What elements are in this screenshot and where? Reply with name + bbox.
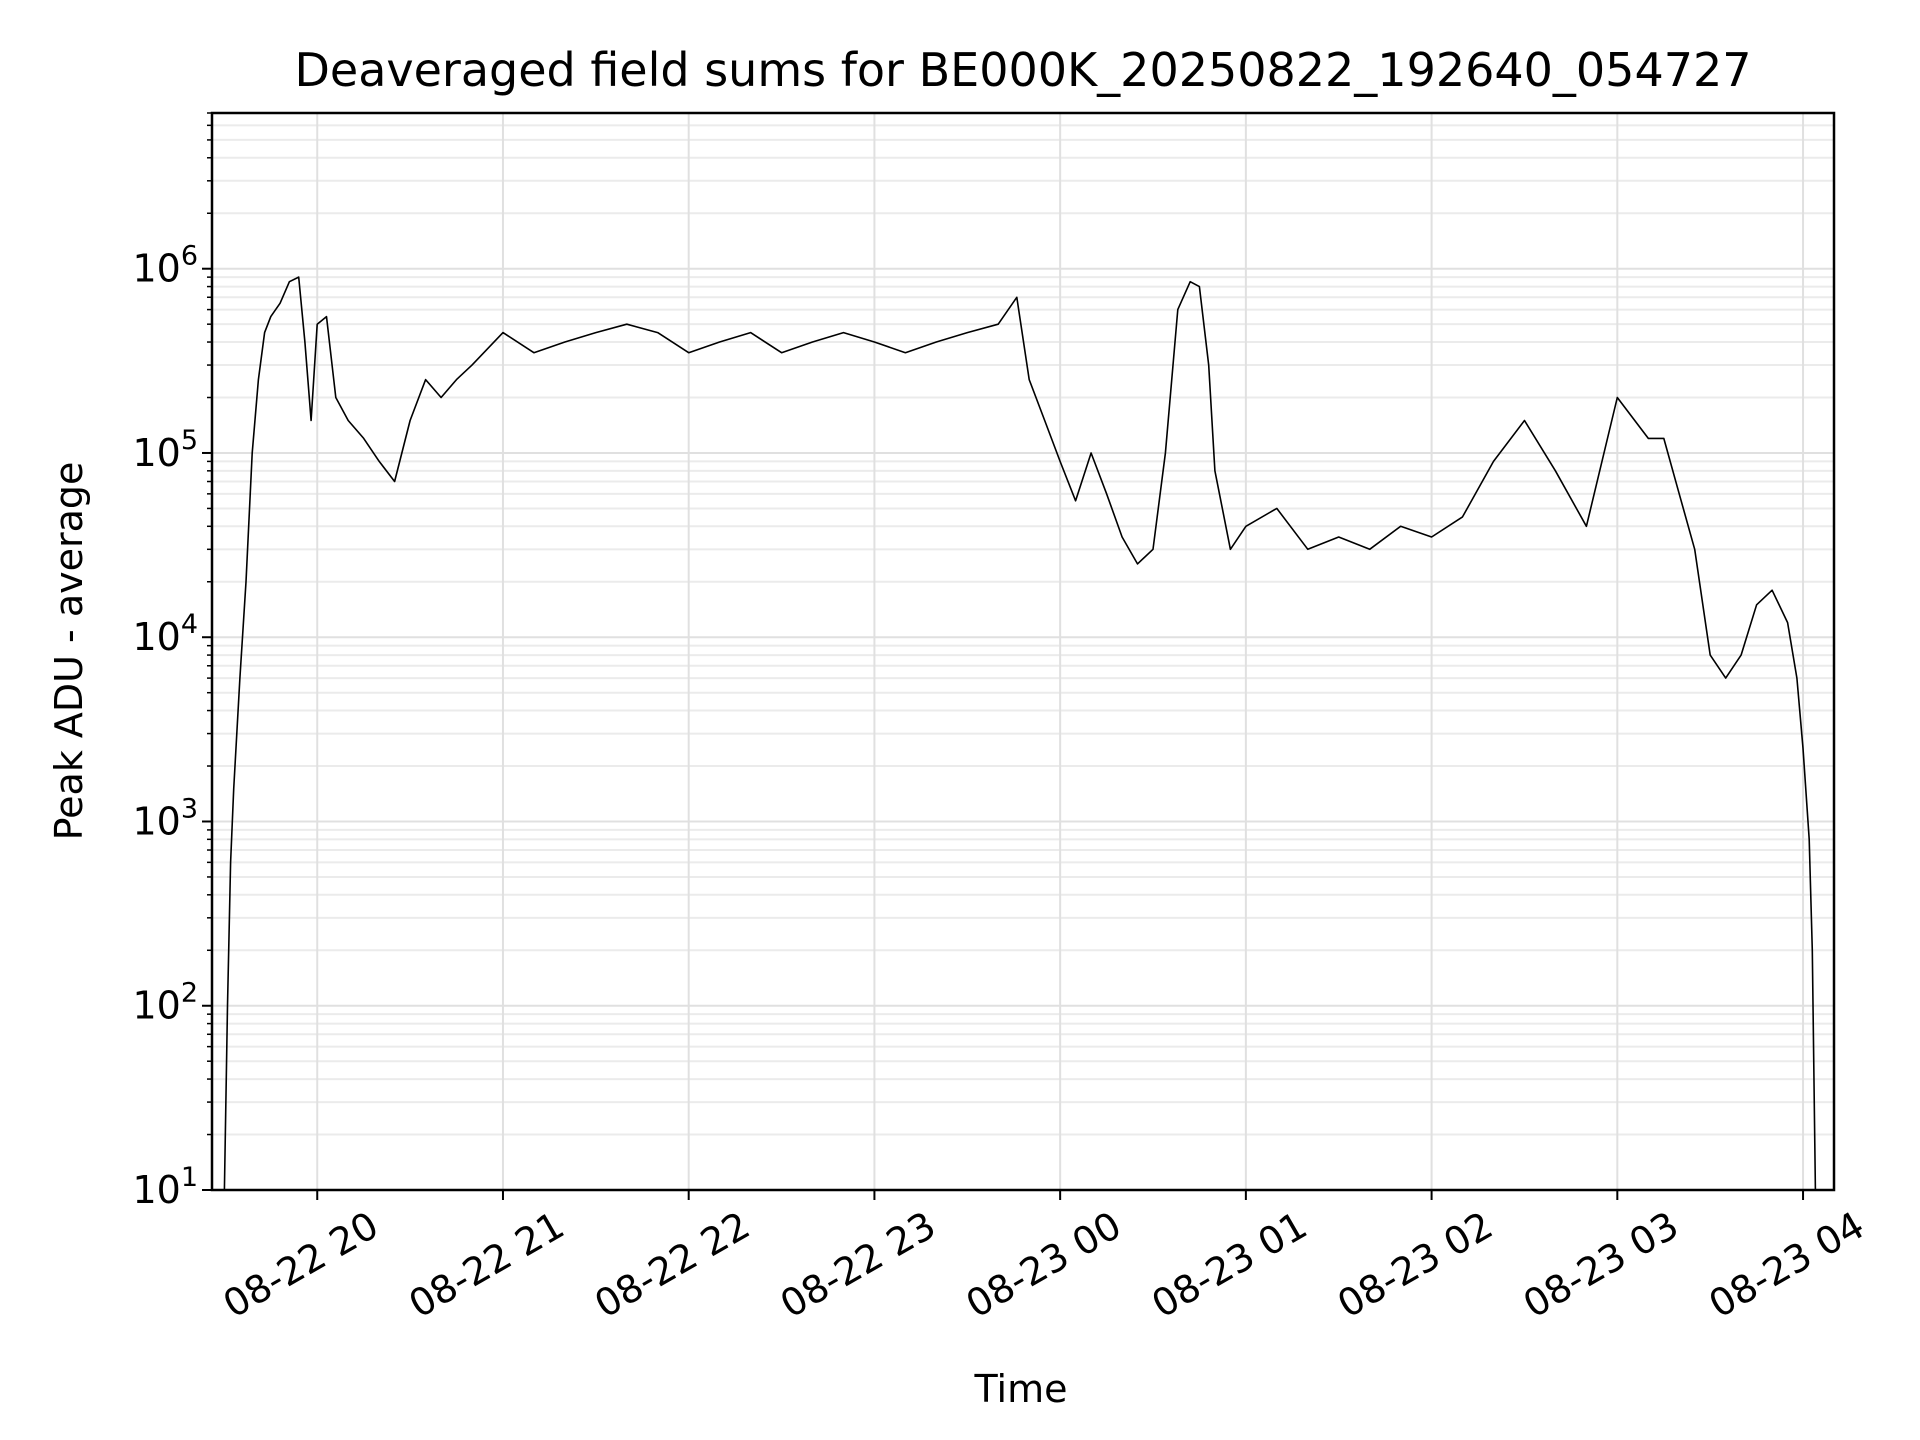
- y-tick-label: 101: [132, 1162, 198, 1212]
- y-tick-label: 106: [132, 241, 198, 291]
- series-lines: [223, 276, 1817, 1191]
- series-line: [223, 276, 1817, 1191]
- y-axis-ticks: 101 102 103 104 105 106: [132, 112, 212, 1212]
- y-tick-label: 103: [132, 793, 198, 843]
- y-tick-label: 104: [132, 609, 198, 659]
- x-axis-label: Time: [974, 1367, 1068, 1411]
- grid: [212, 112, 1834, 1191]
- y-tick-label: 102: [132, 978, 198, 1028]
- plot-frame: [210, 111, 1836, 1192]
- y-tick-label: 105: [132, 425, 198, 475]
- chart-title: Deaveraged field sums for BE000K_2025082…: [294, 43, 1751, 97]
- y-axis-label: Peak ADU - average: [47, 462, 91, 841]
